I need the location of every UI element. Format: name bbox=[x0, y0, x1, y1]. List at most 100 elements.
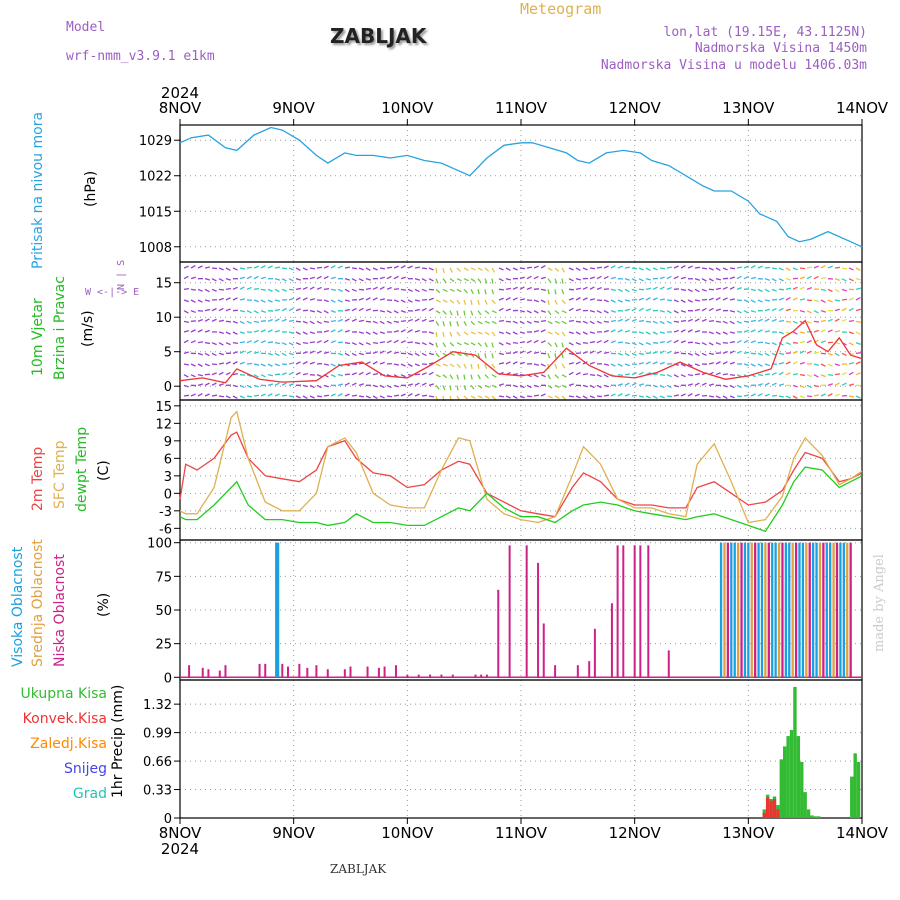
y-tick-label: 0.99 bbox=[143, 727, 172, 742]
cloud-band-bar bbox=[818, 542, 822, 678]
precip-total-bar bbox=[813, 816, 818, 818]
cloud-band-bar bbox=[842, 542, 845, 678]
top-year-label: 2024 bbox=[161, 84, 199, 102]
low-cloud-bar bbox=[258, 663, 261, 678]
bottom-year-label: 2024 bbox=[161, 840, 199, 858]
cloud-band-bar bbox=[719, 542, 723, 678]
model-name: wrf-nmm_v3.9.1 e1km bbox=[66, 49, 215, 64]
low-cloud-bar bbox=[576, 665, 579, 678]
precip-conv-bar bbox=[769, 800, 773, 818]
bottom-date-label: 13NOV bbox=[722, 824, 775, 842]
cloud-band-bar bbox=[811, 542, 815, 678]
y-tick-label: 0.33 bbox=[143, 784, 172, 799]
model-label: Model bbox=[66, 20, 106, 35]
low-cloud-bar bbox=[188, 665, 191, 678]
low-cloud-bar bbox=[485, 674, 488, 678]
bottom-date-label: 10NOV bbox=[381, 824, 434, 842]
cloud-band-bar bbox=[760, 542, 764, 678]
precip-total-bar bbox=[806, 809, 811, 818]
y-tick-label: 1008 bbox=[139, 241, 172, 256]
cloud-band-bar bbox=[743, 542, 747, 678]
y-tick-label: 75 bbox=[155, 570, 172, 585]
product-title: Meteogram bbox=[520, 0, 602, 18]
top-date-label: 12NOV bbox=[609, 99, 662, 117]
temp2m-line bbox=[179, 431, 863, 518]
low-cloud-bar bbox=[298, 663, 301, 678]
cloud-band-bar bbox=[781, 542, 784, 678]
low-cloud-bar bbox=[440, 674, 443, 678]
precip-total-bar bbox=[856, 761, 861, 818]
cloud-band-bar bbox=[798, 542, 801, 678]
top-date-label: 14NOV bbox=[836, 99, 889, 117]
top-date-label: 10NOV bbox=[381, 99, 434, 117]
low-cloud-bar bbox=[588, 661, 591, 678]
cloud-band-bar bbox=[849, 542, 852, 678]
y-tick-label: 0 bbox=[164, 487, 172, 502]
low-cloud-bar bbox=[497, 589, 500, 678]
coords-label: lon,lat (19.15E, 43.1125N) bbox=[663, 25, 868, 40]
sfc-temp-line bbox=[179, 410, 863, 524]
precip-total-bar bbox=[796, 736, 801, 818]
top-date-label: 8NOV bbox=[159, 99, 202, 117]
low-cloud-bar bbox=[264, 663, 267, 678]
low-cloud-bar bbox=[417, 674, 420, 678]
y-tick-label: 1.32 bbox=[143, 698, 172, 713]
precip-total-bar bbox=[850, 776, 854, 818]
precip-conv-bar bbox=[762, 812, 766, 818]
y-tick-label: 1015 bbox=[139, 205, 172, 220]
precip-conv-bar bbox=[765, 797, 770, 818]
low-cloud-bar bbox=[224, 665, 227, 678]
dewpt-line bbox=[179, 466, 863, 533]
cloud-band-bar bbox=[784, 542, 788, 678]
bottom-date-label: 11NOV bbox=[495, 824, 548, 842]
precip-conv-bar bbox=[776, 809, 780, 818]
y-tick-label: 15 bbox=[155, 400, 172, 415]
low-cloud-bar bbox=[554, 665, 557, 678]
precip-total-bar bbox=[853, 753, 857, 818]
low-cloud-bar bbox=[207, 669, 210, 678]
station-title: ZABLJAK bbox=[330, 24, 427, 48]
precip-total-bar bbox=[793, 686, 797, 818]
precip-frozen-legend: Zaledj.Kisa bbox=[30, 736, 107, 752]
cloud-band-bar bbox=[723, 542, 726, 678]
low-cloud-bar bbox=[474, 674, 477, 678]
bottom-date-label: 12NOV bbox=[609, 824, 662, 842]
low-cloud-bar bbox=[377, 667, 380, 678]
precip-total-legend: Ukupna Kisa bbox=[20, 686, 107, 702]
precip-total-bar bbox=[779, 759, 783, 818]
precip-conv-bar bbox=[772, 799, 777, 818]
low-cloud-bar bbox=[542, 623, 545, 678]
cloud-band-bar bbox=[726, 542, 730, 678]
low-cloud-bar bbox=[525, 545, 528, 678]
low-cloud-bar bbox=[667, 650, 670, 678]
cloud-band-bar bbox=[733, 542, 736, 678]
cloud-band-bar bbox=[774, 542, 777, 678]
low-cloud-bar bbox=[639, 545, 642, 678]
low-cloud-bar bbox=[201, 667, 204, 678]
cloud-band-bar bbox=[791, 542, 794, 678]
y-tick-label: 100 bbox=[147, 537, 172, 552]
low-cloud-bar bbox=[286, 666, 289, 678]
precip-graupel-legend: Grad bbox=[72, 786, 107, 802]
low-cloud-bar bbox=[508, 545, 511, 678]
y-tick-label: 12 bbox=[155, 417, 172, 432]
low-cloud-bar bbox=[429, 674, 432, 678]
footer-station: ZABLJAK bbox=[330, 862, 387, 876]
precip-total-bar bbox=[800, 761, 804, 818]
low-cloud-bar bbox=[616, 545, 619, 678]
y-tick-label: -3 bbox=[159, 505, 172, 520]
cloud-band-bar bbox=[750, 542, 753, 678]
low-cloud-bar bbox=[451, 674, 454, 678]
low-cloud-bar bbox=[647, 545, 650, 678]
cloud-band-bar bbox=[777, 542, 781, 678]
cloud-band-bar bbox=[764, 542, 767, 678]
precip-total-bar bbox=[817, 816, 821, 818]
bottom-date-label: 9NOV bbox=[272, 824, 315, 842]
altitude-label: Nadmorska Visina 1450m bbox=[694, 41, 867, 56]
pressure-line bbox=[179, 126, 863, 248]
top-date-label: 9NOV bbox=[272, 99, 315, 117]
low-cloud-bar bbox=[349, 666, 352, 678]
low-cloud-bar bbox=[366, 666, 369, 678]
low-cloud-bar bbox=[281, 663, 284, 678]
